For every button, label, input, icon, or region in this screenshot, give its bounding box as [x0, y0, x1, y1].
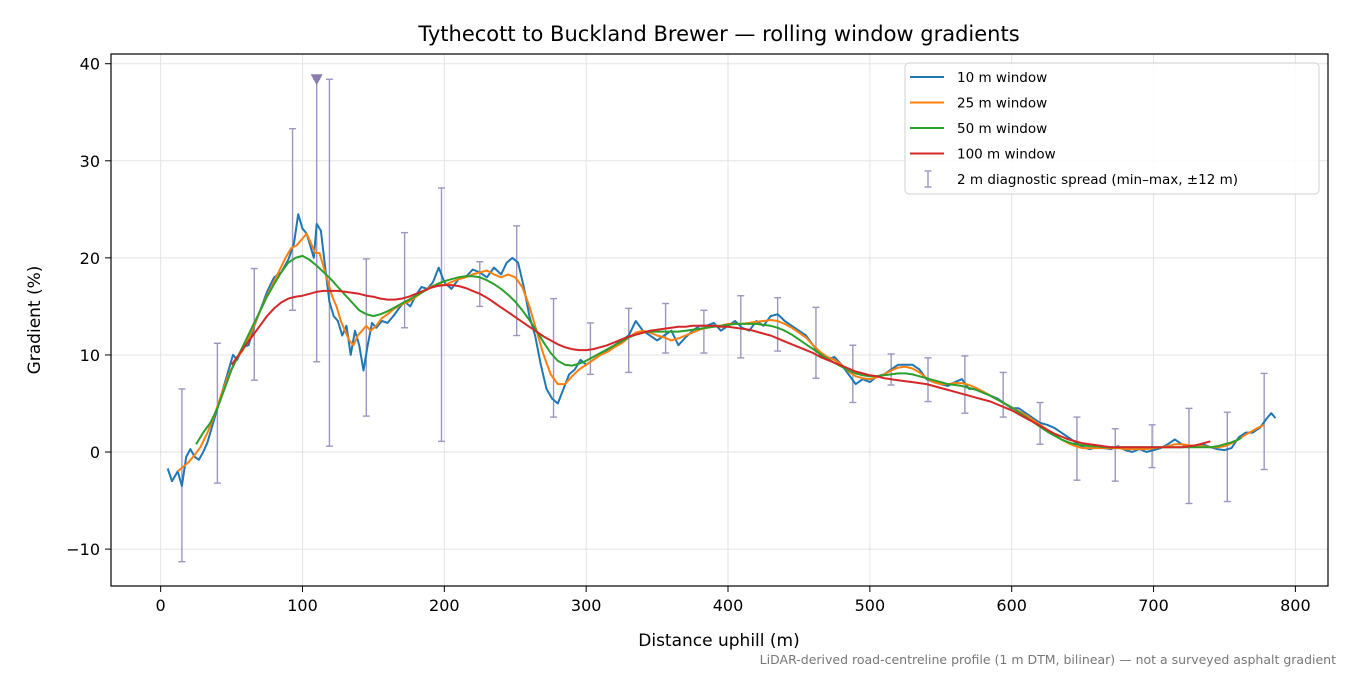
spread-errorbar	[476, 261, 484, 308]
clipped-value-marker	[310, 74, 323, 86]
spread-errorbar	[289, 128, 297, 311]
series-line-50m	[195, 254, 1243, 449]
spread-errorbar	[1185, 407, 1193, 505]
x-tick-label: 600	[996, 596, 1027, 615]
x-tick-label: 100	[287, 596, 318, 615]
footnote: LiDAR-derived road-centreline profile (1…	[760, 652, 1336, 667]
spread-errorbar	[812, 306, 820, 379]
x-axis-ticks: 0 100 200 300 400 500 600 700 800	[156, 586, 1311, 615]
spread-errorbar	[700, 309, 708, 354]
spread-errorbar	[178, 388, 186, 563]
spread-errorbar	[213, 342, 221, 484]
spread-errorbar	[362, 258, 370, 417]
x-tick-label: 300	[571, 596, 602, 615]
spread-errorbar	[313, 78, 321, 363]
legend-entry: 50 m window	[910, 121, 1047, 137]
x-tick-label: 0	[156, 596, 166, 615]
y-tick-label: −10	[66, 540, 100, 559]
x-tick-label: 400	[713, 596, 744, 615]
annotation-markers	[310, 74, 323, 86]
y-axis-ticks: −10 0 10 20 30 40	[66, 55, 111, 559]
legend-label: 2 m diagnostic spread (min–max, ±12 m)	[957, 172, 1238, 188]
series-line-100m	[230, 284, 1211, 449]
plot-frame	[110, 53, 1329, 587]
x-tick-label: 200	[429, 596, 460, 615]
spread-errorbar	[774, 296, 782, 352]
x-axis-title: Distance uphill (m)	[638, 631, 799, 651]
legend-frame	[904, 62, 1320, 195]
legend-label: 50 m window	[957, 121, 1047, 137]
spread-errorbar	[401, 231, 409, 329]
legend-entry: 25 m window	[910, 96, 1047, 112]
series-lines	[166, 213, 1277, 487]
spread-errorbar	[625, 307, 633, 374]
x-tick-label: 800	[1280, 596, 1311, 615]
y-tick-label: 40	[80, 55, 100, 74]
series-line-25m	[177, 232, 1265, 473]
y-tick-label: 30	[80, 152, 100, 171]
spread-errorbar	[999, 371, 1007, 418]
legend-entry: 10 m window	[910, 70, 1047, 86]
x-tick-label: 700	[1138, 596, 1169, 615]
spread-errorbar	[550, 297, 558, 418]
spread-errorbar	[1223, 411, 1231, 503]
spread-errorbar	[325, 78, 333, 447]
x-tick-label: 500	[855, 596, 886, 615]
spread-errorbar	[1111, 428, 1119, 482]
chart-title: Tythecott to Buckland Brewer — rolling w…	[417, 22, 1019, 46]
legend: 10 m window 25 m window 50 m window 100 m w…	[904, 62, 1320, 195]
series-line-10m	[166, 213, 1277, 487]
legend-label: 25 m window	[957, 96, 1047, 112]
legend-entry: 100 m window	[910, 147, 1056, 163]
y-axis-title: Gradient (%)	[25, 266, 45, 375]
y-tick-label: 0	[90, 443, 100, 462]
legend-label: 10 m window	[957, 70, 1047, 86]
spread-errorbar	[437, 187, 445, 443]
y-tick-label: 10	[80, 346, 100, 365]
diagnostic-spread-errorbars	[178, 78, 1268, 563]
legend-label: 100 m window	[957, 147, 1056, 163]
y-tick-label: 20	[80, 249, 100, 268]
spread-errorbar	[1073, 416, 1081, 481]
legend-entry: 2 m diagnostic spread (min–max, ±12 m)	[924, 170, 1238, 188]
